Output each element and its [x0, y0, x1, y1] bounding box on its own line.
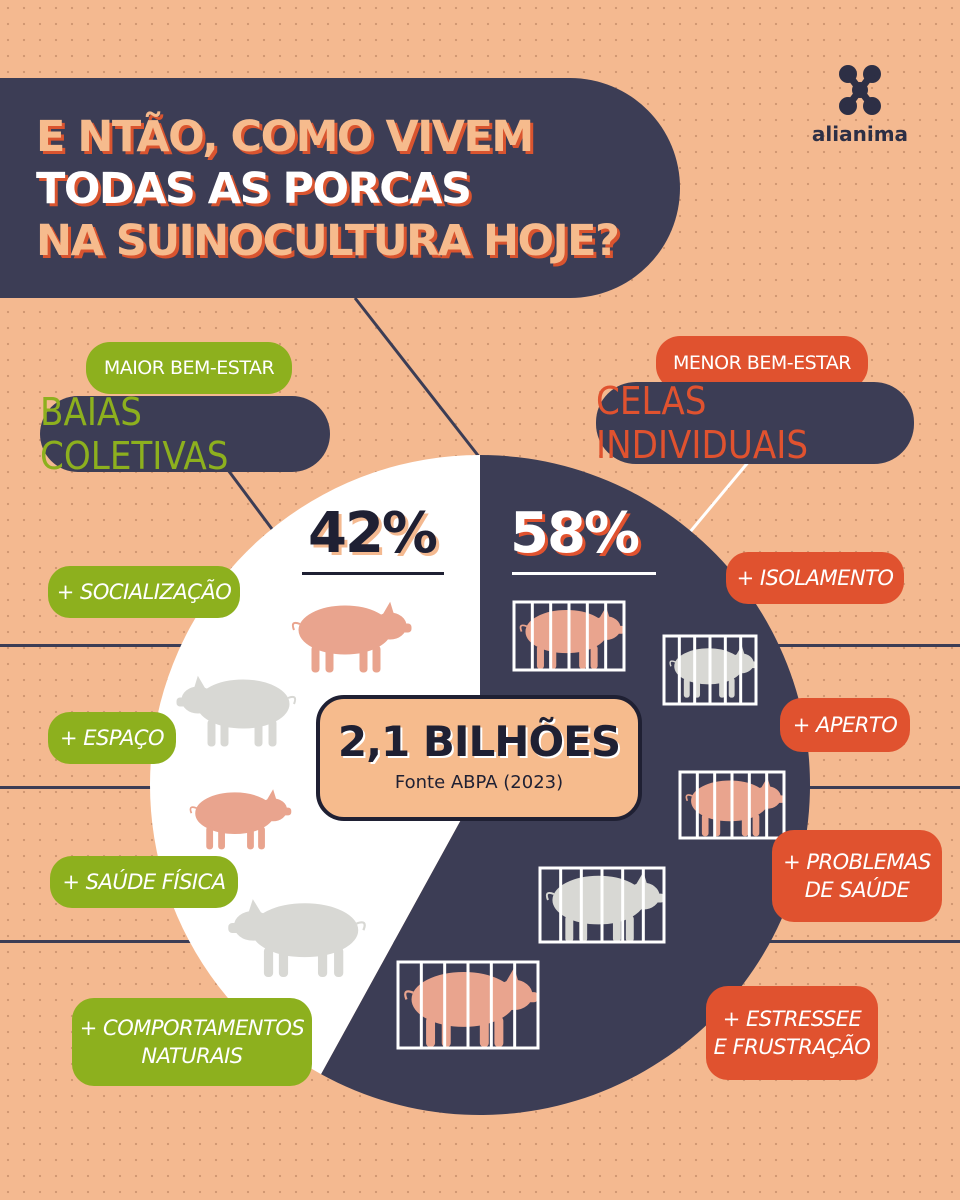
- problem-badge: + ESTRESSEE E FRUSTRAÇÃO: [706, 986, 878, 1080]
- pig-icon: [227, 899, 366, 978]
- caged-pig-icon: [538, 866, 666, 944]
- title-line-3: NA SUINOCULTURA HOJE?: [36, 216, 620, 266]
- brand-name: alianima: [811, 122, 909, 146]
- alianima-logo-icon: [839, 65, 881, 115]
- caged-pig-icon: [512, 600, 626, 672]
- source-note: Fonte ABPA (2023): [394, 772, 564, 793]
- benefit-badge: + SAÚDE FÍSICA: [50, 856, 238, 908]
- title-line-2: TODAS AS PORCAS: [36, 164, 472, 214]
- left-percent: 42%: [308, 501, 438, 566]
- total-box: 2,1 BILHÕES Fonte ABPA (2023): [316, 695, 642, 821]
- problem-text: + ESTRESSEE: [722, 1006, 862, 1031]
- benefit-text: + SOCIALIZAÇÃO: [56, 579, 232, 604]
- right-tag: MENOR BEM-ESTAR: [656, 336, 868, 390]
- caged-pig-icon: [678, 770, 786, 840]
- right-percent-underline: [512, 572, 656, 575]
- problem-text: + ISOLAMENTO: [736, 565, 894, 590]
- pig-icon: [291, 602, 412, 673]
- pig-icon: [189, 789, 292, 850]
- right-category-label: CELAS INDIVIDUAIS: [596, 379, 914, 467]
- caged-pig-icon: [662, 634, 758, 706]
- problem-text: E FRUSTRAÇÃO: [713, 1035, 871, 1059]
- problem-badge: + PROBLEMAS DE SAÚDE: [772, 830, 942, 922]
- benefit-badge: + SOCIALIZAÇÃO: [48, 566, 240, 618]
- problem-text: + PROBLEMAS: [783, 849, 931, 874]
- pig-icon: [176, 676, 297, 747]
- total-value: 2,1 BILHÕES: [337, 717, 621, 766]
- benefit-text: + ESPAÇO: [59, 725, 165, 750]
- benefit-text: NATURAIS: [141, 1044, 243, 1068]
- right-percent: 58%: [510, 501, 640, 566]
- problem-text: DE SAÚDE: [804, 878, 910, 902]
- left-category-label: BAIAS COLETIVAS: [40, 390, 330, 478]
- problem-text: + APERTO: [792, 712, 898, 737]
- benefit-text: + SAÚDE FÍSICA: [62, 869, 226, 894]
- brand-logo: alianima: [800, 62, 920, 146]
- left-tag: MAIOR BEM-ESTAR: [86, 342, 292, 394]
- problem-badge: + ISOLAMENTO: [726, 552, 904, 604]
- left-percent-underline: [302, 572, 444, 575]
- benefit-text: + COMPORTAMENTOS: [79, 1015, 305, 1040]
- problem-badge: + APERTO: [780, 698, 910, 752]
- caged-pig-icon: [396, 960, 540, 1050]
- benefit-badge: + ESPAÇO: [48, 712, 176, 764]
- benefit-badge: + COMPORTAMENTOS NATURAIS: [72, 998, 312, 1086]
- title-bubble: E NTÃO, COMO VIVEM TODAS AS PORCAS NA SU…: [0, 78, 680, 298]
- title-line-1: E NTÃO, COMO VIVEM: [36, 112, 534, 162]
